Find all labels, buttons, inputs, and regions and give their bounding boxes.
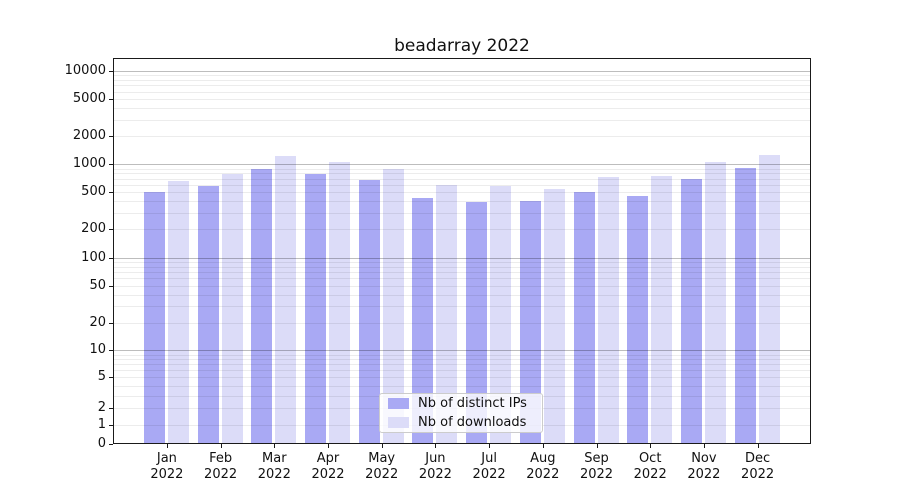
y-tick-500 [109,192,113,194]
x-tick-mar [274,444,276,448]
x-tick-dec [757,444,759,448]
x-tick-label-nov: Nov 2022 [687,451,721,482]
y-tick-5000 [109,99,113,101]
legend: Nb of distinct IPs Nb of downloads [379,393,543,433]
y-tick-label-5000: 5000 [72,91,106,107]
bar-distinct-ips-jul [466,201,488,444]
legend-label-distinct-ips: Nb of distinct IPs [418,396,527,412]
x-tick-apr [328,444,329,448]
y-tick-label-2: 2 [97,400,106,416]
y-tick-label-10000: 10000 [64,63,106,78]
y-tick-label-500: 500 [81,184,106,200]
bar-downloads-jun [436,185,458,444]
bar-downloads-mar [275,156,297,444]
bar-downloads-nov [704,161,726,444]
x-tick-feb [220,444,222,448]
y-tick-1 [109,424,113,426]
bar-distinct-ips-jan [143,191,165,444]
bars-layer [113,58,811,444]
y-tick-label-200: 200 [81,221,106,237]
bar-downloads-jul [490,185,512,444]
bar-distinct-ips-mar [251,169,273,444]
x-tick-aug [542,444,544,448]
bar-distinct-ips-dec [734,167,756,444]
bar-downloads-oct [651,175,673,444]
bar-downloads-aug [543,188,565,444]
bar-distinct-ips-apr [305,173,326,444]
bar-distinct-ips-jun [412,198,434,444]
legend-swatch-distinct-ips [388,398,409,410]
legend-item-downloads: Nb of downloads [380,415,542,431]
bar-distinct-ips-aug [519,200,541,444]
y-tick-label-1: 1 [97,416,106,432]
y-tick-2 [109,408,113,410]
bar-downloads-sep [597,177,619,444]
y-tick-10 [109,350,113,352]
y-tick-5 [109,377,113,379]
bar-downloads-dec [758,155,780,444]
plot-area: Nb of distinct IPs Nb of downloads [113,58,811,444]
y-tick-1000 [109,164,113,166]
y-tick-200 [109,229,113,231]
bar-distinct-ips-oct [627,195,649,444]
y-tick-label-100: 100 [81,249,106,265]
chart-title: beadarray 2022 [394,36,530,56]
x-tick-label-sep: Sep 2022 [579,451,614,482]
y-tick-label-1000: 1000 [72,156,106,172]
y-tick-label-5: 5 [97,369,106,385]
x-tick-label-feb: Feb 2022 [204,451,238,482]
bar-downloads-jan [167,181,189,444]
bar-distinct-ips-may [358,179,380,444]
legend-label-downloads: Nb of downloads [418,414,527,430]
bar-distinct-ips-nov [680,179,702,444]
x-tick-label-apr: Apr 2022 [311,451,345,482]
x-tick-label-jun: Jun 2022 [418,451,452,482]
y-tick-2000 [109,136,113,138]
x-tick-label-aug: Aug 2022 [526,451,560,482]
bar-downloads-feb [221,173,243,444]
x-tick-jul [489,444,491,448]
y-tick-label-0: 0 [97,436,106,451]
legend-swatch-downloads [388,416,409,428]
x-tick-label-dec: Dec 2022 [741,451,775,482]
bar-downloads-may [382,168,404,444]
y-tick-10000 [109,71,113,72]
bar-distinct-ips-feb [197,186,219,444]
y-tick-20 [109,322,113,324]
x-tick-label-mar: Mar 2022 [257,451,291,482]
y-tick-100 [109,257,113,259]
x-tick-label-oct: Oct 2022 [633,451,667,482]
y-tick-label-10: 10 [89,342,106,358]
x-tick-label-jan: Jan 2022 [150,451,184,482]
legend-item-distinct-ips: Nb of distinct IPs [380,396,542,412]
y-tick-label-20: 20 [89,314,106,330]
y-tick-label-2000: 2000 [72,128,106,144]
x-tick-label-may: May 2022 [365,451,399,482]
y-tick-50 [109,285,113,287]
bar-downloads-apr [329,161,350,444]
x-tick-nov [703,444,705,448]
x-tick-jun [435,444,437,448]
bar-distinct-ips-sep [573,192,595,444]
x-tick-may [381,444,383,448]
x-tick-jan [166,444,168,448]
x-tick-sep [596,444,598,448]
x-tick-oct [650,444,652,448]
x-tick-label-jul: Jul 2022 [472,451,506,482]
y-tick-label-50: 50 [89,277,106,293]
y-tick-0 [109,444,113,445]
